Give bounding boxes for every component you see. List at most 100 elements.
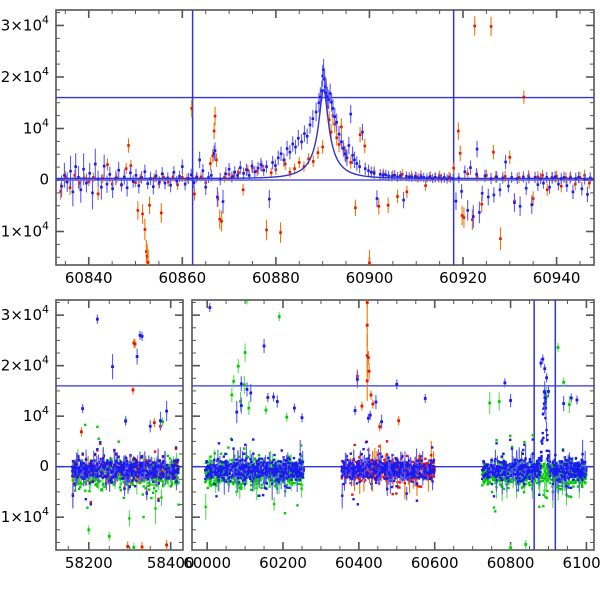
- data-point-blue-band: [169, 471, 172, 474]
- data-point-green-band: [569, 481, 572, 485]
- data-point-blue-band: [108, 463, 111, 466]
- data-point-green-band-outlier: [245, 300, 249, 302]
- data-point-blue-band: [402, 198, 405, 202]
- data-point-red-band: [159, 211, 163, 215]
- data-point-red-band: [376, 478, 379, 482]
- data-point-blue-band: [158, 476, 161, 479]
- data-point-red-band: [246, 168, 250, 172]
- data-point-green-band: [139, 480, 142, 484]
- data-point-blue-band: [105, 462, 109, 466]
- data-point-blue-band: [112, 476, 115, 479]
- data-point-red-band: [337, 143, 341, 146]
- data-point-blue-band: [175, 480, 178, 483]
- data-point-blue-band: [253, 170, 257, 174]
- data-point-blue-band: [325, 91, 328, 95]
- data-point-green-band: [250, 480, 253, 483]
- data-point-red-band: [425, 461, 429, 465]
- data-point-blue-band: [144, 474, 148, 477]
- data-point-blue-band: [109, 463, 113, 467]
- top-axes: 60840 60860 60880 60900 60920 60940 -1×104 0 104…: [0, 9, 595, 287]
- data-point-green-band: [214, 484, 217, 487]
- data-point-red-band: [424, 184, 427, 187]
- data-point-red-band: [452, 166, 455, 170]
- data-point-green-band: [154, 507, 157, 510]
- data-point-green-band: [545, 496, 549, 500]
- data-point-blue-band: [71, 469, 74, 473]
- data-point-green-band: [497, 461, 500, 465]
- data-point-blue-band: [144, 461, 147, 464]
- data-point-blue-band: [152, 461, 155, 464]
- data-point-green-band: [215, 481, 219, 484]
- data-point-green-band: [545, 480, 548, 483]
- data-point-blue-band: [93, 162, 97, 166]
- data-point-green-band: [204, 481, 207, 484]
- data-point-red-band: [424, 457, 427, 461]
- data-point-green-band: [569, 495, 573, 498]
- data-point-blue-band: [273, 467, 277, 470]
- data-point-blue-band: [84, 498, 88, 501]
- data-point-green-band: [551, 463, 554, 467]
- series-green-band: [71, 300, 588, 550]
- data-point-blue-band: [297, 136, 300, 140]
- data-point-blue-band: [85, 469, 88, 472]
- data-point-green-band: [535, 481, 538, 485]
- data-point-blue-band: [261, 493, 265, 497]
- data-point-green-band: [147, 484, 150, 487]
- data-point-green-band: [558, 461, 561, 465]
- data-point-blue-band: [152, 468, 155, 472]
- data-point-blue-band: [117, 465, 121, 469]
- data-point-green-band: [513, 478, 516, 481]
- data-point-blue-band: [272, 458, 276, 462]
- data-point-red-band: [489, 25, 493, 28]
- data-point-blue-band: [139, 461, 142, 465]
- data-point-red-band: [559, 184, 563, 188]
- bottom-x-seg1-tick-label: 58400: [147, 554, 195, 572]
- data-point-red-band: [145, 459, 148, 462]
- data-point-blue-band: [274, 164, 277, 167]
- data-point-blue-band: [367, 169, 370, 173]
- data-point-red-band: [405, 454, 409, 458]
- data-point-blue-band: [126, 469, 129, 472]
- data-point-blue-band: [167, 477, 170, 480]
- data-point-green-band: [566, 481, 570, 485]
- data-point-blue-band: [492, 193, 496, 197]
- data-point-green-band: [88, 490, 91, 493]
- data-point-green-band: [552, 475, 556, 479]
- data-point-blue-band: [143, 170, 147, 174]
- data-point-blue-band: [204, 469, 207, 472]
- data-point-green-band: [119, 489, 122, 492]
- data-point-green-band: [227, 446, 230, 449]
- data-point-green-band: [235, 482, 238, 485]
- data-point-green-band: [177, 481, 180, 484]
- data-point-blue-band: [213, 149, 217, 152]
- data-point-green-band: [524, 482, 527, 486]
- data-point-blue-band: [102, 468, 105, 471]
- data-point-green-band: [206, 486, 209, 490]
- data-point-green-band: [553, 480, 556, 483]
- data-point-blue-band: [163, 181, 167, 185]
- data-point-blue-band: [413, 175, 417, 178]
- data-point-red-band-outlier: [366, 356, 370, 359]
- data-point-blue-band: [221, 460, 224, 464]
- data-point-blue-band: [276, 156, 280, 160]
- data-point-blue-band: [132, 470, 136, 473]
- data-point-blue-band: [112, 467, 115, 470]
- data-point-blue-band: [355, 162, 359, 165]
- data-point-blue-band: [103, 465, 107, 469]
- data-point-blue-band: [495, 175, 498, 179]
- data-point-red-band: [457, 129, 460, 133]
- data-point-blue-band: [303, 132, 306, 135]
- data-point-blue-band: [565, 184, 569, 187]
- data-point-blue-band: [291, 470, 295, 474]
- data-point-green-band: [300, 444, 303, 447]
- data-point-green-band: [122, 480, 126, 484]
- data-point-green-band: [206, 478, 210, 481]
- data-point-green-band: [88, 477, 91, 480]
- data-point-red-band: [89, 501, 92, 504]
- data-point-blue-band: [139, 471, 143, 474]
- data-point-blue-band: [77, 458, 81, 462]
- data-point-blue-band: [157, 482, 160, 485]
- data-point-red-band: [578, 176, 582, 179]
- data-point-blue-band: [548, 185, 551, 189]
- data-point-blue-band: [85, 181, 88, 185]
